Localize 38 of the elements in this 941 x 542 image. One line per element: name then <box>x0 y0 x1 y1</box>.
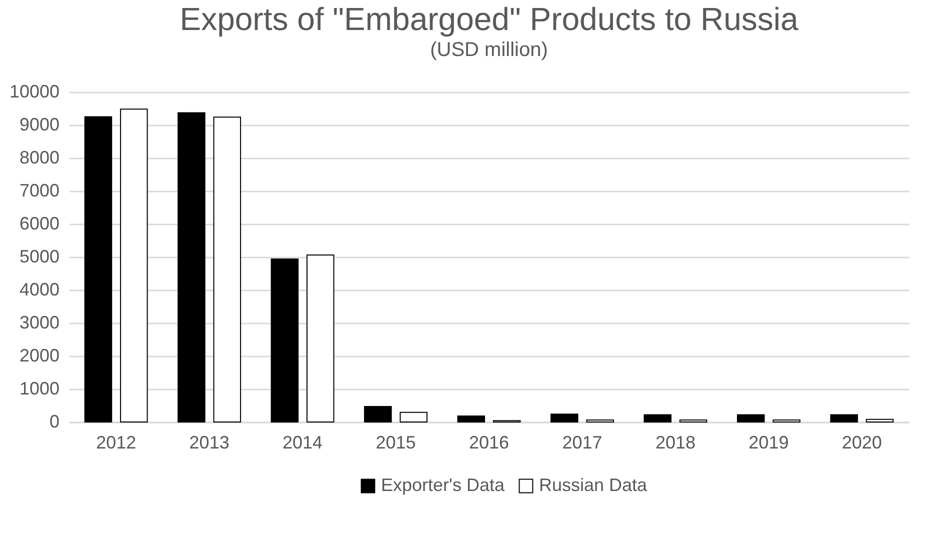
x-tick-label: 2018 <box>655 432 696 452</box>
bar <box>866 418 894 422</box>
x-tick-label: 2014 <box>282 432 323 452</box>
legend-label: Russian Data <box>539 475 648 495</box>
x-tick-label: 2020 <box>842 432 882 452</box>
bar <box>644 414 672 422</box>
bar <box>213 116 242 422</box>
x-tick-label: 2015 <box>376 432 416 452</box>
bar <box>306 254 334 422</box>
y-tick-label: 7000 <box>19 180 60 200</box>
chart-title: Exports of "Embargoed" Products to Russia <box>180 1 798 37</box>
bar <box>550 414 578 422</box>
bar <box>270 258 299 422</box>
x-tick-label: 2013 <box>189 432 230 452</box>
x-tick-label: 2012 <box>96 432 136 452</box>
y-tick-label: 3000 <box>19 312 60 332</box>
x-tick-label: 2019 <box>748 432 789 452</box>
y-tick-label: 6000 <box>19 214 60 234</box>
y-tick-label: 5000 <box>19 246 60 266</box>
bar <box>400 412 428 422</box>
x-tick-label: 2017 <box>562 432 602 452</box>
bar <box>830 414 858 422</box>
y-tick-label: 1000 <box>19 378 60 398</box>
y-tick-label: 8000 <box>19 148 60 168</box>
bar <box>120 108 148 422</box>
y-tick-label: 2000 <box>19 346 60 366</box>
y-tick-label: 10000 <box>9 82 60 102</box>
bar <box>364 406 392 422</box>
bar <box>84 116 112 422</box>
y-tick-label: 9000 <box>19 114 60 134</box>
y-tick-label: 4000 <box>19 280 60 300</box>
x-tick-label: 2016 <box>468 432 510 452</box>
legend-label: Exporter's Data <box>381 475 506 495</box>
y-tick-label: 0 <box>49 412 60 432</box>
bar <box>178 112 206 422</box>
bar <box>457 416 486 422</box>
chart-subtitle: (USD million) <box>430 39 548 61</box>
bar <box>736 414 765 422</box>
